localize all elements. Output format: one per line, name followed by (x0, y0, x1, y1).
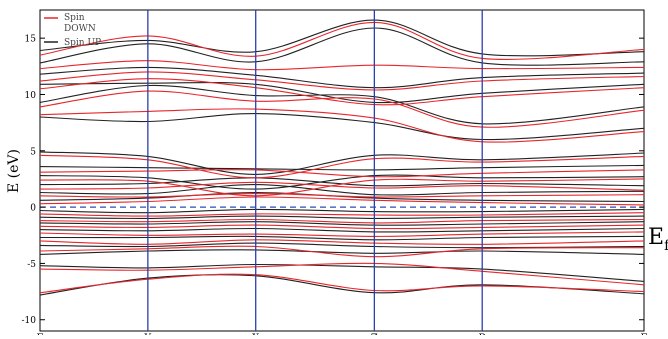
band-line (40, 249, 644, 255)
band-line (40, 218, 644, 224)
band-line (40, 113, 644, 141)
band-line (40, 263, 644, 282)
band-line (40, 193, 644, 198)
fermi-label-subscript: f (664, 238, 668, 254)
legend: Spin DOWN Spin UP (44, 13, 101, 48)
y-tick-label: 5 (30, 147, 36, 157)
high-symmetry-lines (147, 10, 483, 331)
band-line (40, 164, 644, 171)
band-line (40, 108, 644, 143)
y-tick-label: -10 (22, 316, 37, 326)
legend-label-spin-up: Spin UP (64, 38, 101, 48)
band-line (40, 81, 644, 104)
series-spin-up (40, 19, 644, 296)
legend-label-spin-down: Spin DOWN (64, 13, 96, 34)
band-line (40, 231, 644, 237)
fermi-label: Ef (648, 225, 668, 254)
band-line (40, 196, 644, 206)
band-line (40, 66, 644, 89)
band-line (40, 90, 644, 128)
band-line (40, 215, 644, 219)
y-axis: -10 -5 0 5 10 15 (22, 35, 644, 326)
band-line (40, 274, 644, 296)
band-line (40, 245, 644, 258)
band-line (40, 239, 644, 245)
band-line (40, 221, 644, 226)
band-line (40, 212, 644, 217)
band-line (40, 60, 644, 71)
band-line (40, 235, 644, 241)
series-spin-down (40, 21, 644, 294)
band-line (40, 181, 644, 191)
band-line (40, 84, 644, 125)
band-line (40, 151, 644, 175)
band-line (40, 273, 644, 294)
fermi-label-main: E (648, 225, 664, 250)
band-line (40, 78, 644, 106)
y-tick-label: 15 (25, 35, 37, 45)
band-line (40, 169, 644, 178)
band-line (40, 154, 644, 179)
band-line (40, 177, 644, 187)
y-tick-label: 10 (25, 91, 37, 101)
plot-frame (39, 9, 645, 332)
y-axis-label: E (eV) (6, 149, 22, 193)
band-line (40, 19, 644, 57)
band-line (40, 21, 644, 60)
band-line (40, 174, 644, 190)
band-line (40, 71, 644, 91)
band-line (40, 262, 644, 286)
y-tick-label: -5 (27, 260, 36, 270)
band-line (40, 184, 644, 196)
band-line (40, 27, 644, 66)
band-line (40, 224, 644, 230)
band-line (40, 178, 644, 197)
y-tick-label: 0 (30, 204, 36, 214)
band-line (40, 227, 644, 233)
bands-layer (40, 19, 644, 296)
band-line (40, 208, 644, 214)
